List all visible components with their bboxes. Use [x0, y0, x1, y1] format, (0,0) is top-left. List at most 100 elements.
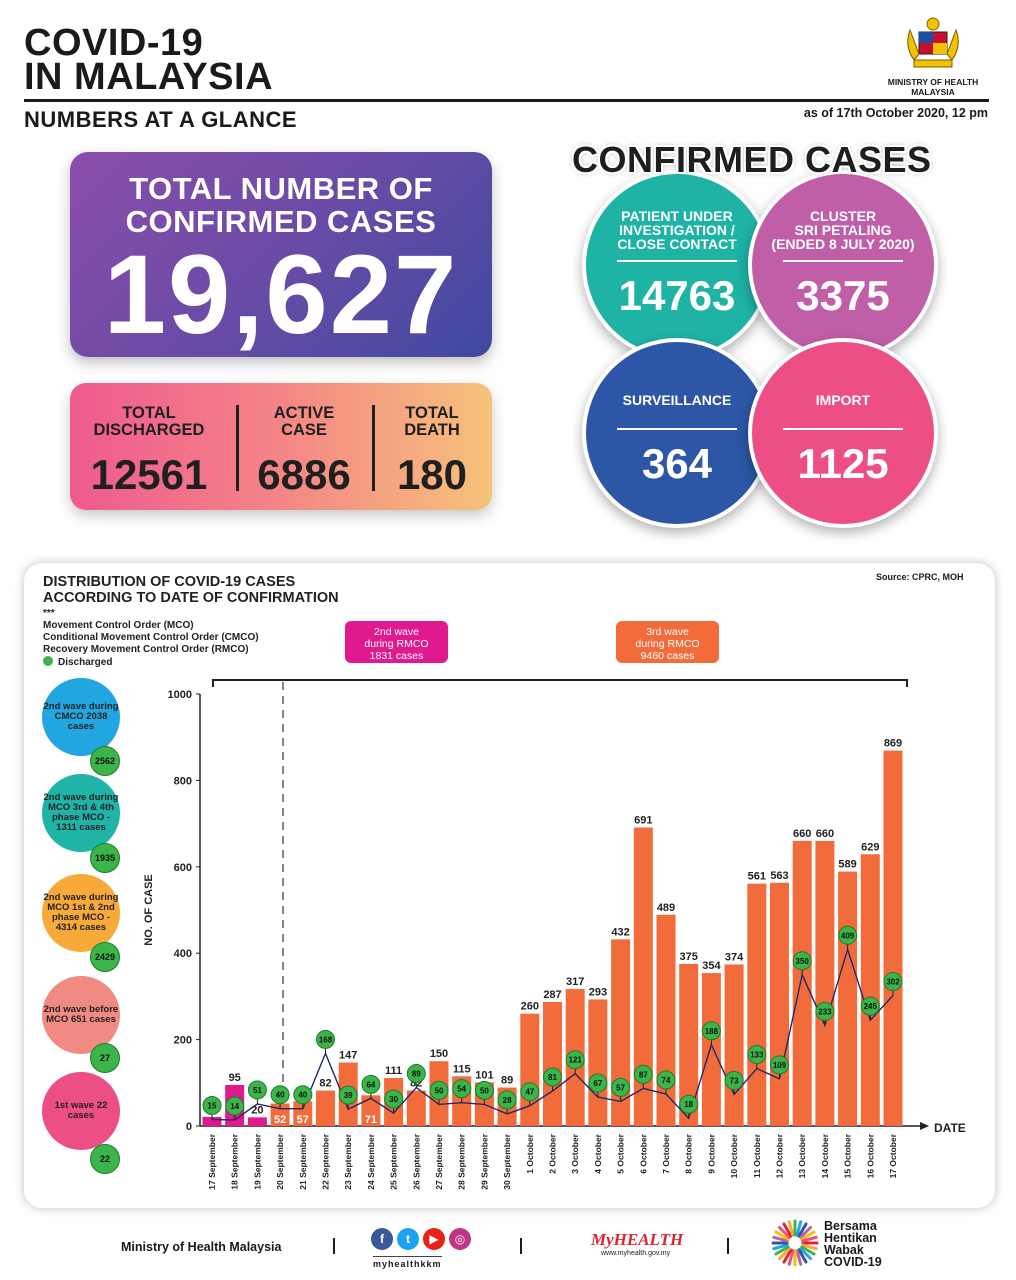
side-wave-circle: 2nd wave before MCO 651 cases: [42, 976, 120, 1054]
footer-divider: [727, 1238, 729, 1254]
facebook-icon[interactable]: f: [371, 1228, 393, 1250]
legend-stars: ***: [43, 608, 55, 619]
wave3-rmco-line-1: 3rd wave: [646, 626, 689, 638]
surveillance-circle: SURVEILLANCE 364: [582, 338, 772, 528]
bersama-line-3: Wabak: [824, 1243, 864, 1257]
footer-divider: [333, 1238, 335, 1254]
surveillance-value: 364: [641, 440, 713, 487]
instagram-icon[interactable]: ◎: [449, 1228, 471, 1250]
burst-ray: [800, 1230, 816, 1241]
bersama-line-2: Hentikan: [824, 1231, 877, 1245]
active-stat: ACTIVE CASE 6886: [240, 405, 368, 497]
burst-ray: [800, 1245, 816, 1256]
active-label: ACTIVE CASE: [240, 405, 368, 439]
chart-title-line-1: DISTRIBUTION OF COVID-19 CASES: [43, 574, 296, 590]
import-label: IMPORT: [815, 392, 871, 408]
title-line-2: IN MALAYSIA: [24, 56, 274, 98]
cluster-label-line-3: (ENDED 8 JULY 2020): [771, 236, 915, 252]
burst-ray: [782, 1222, 793, 1238]
import-rule: [783, 428, 903, 430]
total-label-line-1: TOTAL NUMBER OF: [129, 171, 433, 206]
chart-title: DISTRIBUTION OF COVID-19 CASES ACCORDING…: [43, 574, 339, 606]
wave3-rmco-line-3: 9460 cases: [640, 650, 695, 662]
legend-discharged: Discharged: [58, 657, 113, 668]
legend-rmco: Recovery Movement Control Order (RMCO): [43, 644, 249, 655]
wave2-rmco-box: 2nd wave during RMCO 1831 cases: [345, 621, 448, 663]
wave2-rmco-line-3: 1831 cases: [369, 650, 424, 662]
active-label-line-2: CASE: [281, 421, 327, 439]
burst-ray: [797, 1248, 808, 1264]
discharged-dot-icon: [43, 656, 53, 666]
outcome-stats-card: TOTAL DISCHARGED 12561 ACTIVE CASE 6886 …: [70, 383, 492, 510]
bersama-burst-icon: [771, 1219, 819, 1267]
confirmed-cases-title: CONFIRMED CASES: [572, 139, 932, 180]
discharged-label: TOTAL DISCHARGED: [84, 405, 214, 439]
burst-ray: [772, 1243, 789, 1251]
chart-legend: *** Movement Control Order (MCO) Conditi…: [43, 608, 259, 669]
pui-label-line-1: PATIENT UNDER: [621, 208, 733, 224]
side-wave-discharged-badge: 27: [90, 1043, 120, 1073]
burst-ray: [799, 1225, 813, 1239]
myhealth-name: MyHEALTH: [591, 1230, 684, 1249]
burst-ray: [795, 1220, 803, 1237]
burst-ray: [777, 1247, 791, 1261]
burst-ray: [801, 1235, 818, 1243]
burst-ray: [772, 1235, 789, 1243]
discharged-stat: TOTAL DISCHARGED 12561: [84, 405, 214, 497]
death-label-line-1: TOTAL: [405, 404, 459, 422]
header-divider: [24, 99, 989, 102]
side-wave-circle: 1st wave 22 cases: [42, 1072, 120, 1150]
legend-discharged-item: Discharged: [43, 656, 259, 669]
ministry-name-line-2: MALAYSIA: [911, 87, 955, 97]
side-wave-discharged-badge: 2562: [90, 746, 120, 776]
youtube-icon[interactable]: ▶: [423, 1228, 445, 1250]
stats-divider: [236, 405, 239, 491]
death-label: TOTAL DEATH: [376, 405, 488, 439]
burst-ray: [801, 1243, 818, 1251]
as-of-timestamp: as of 17th October 2020, 12 pm: [803, 106, 988, 120]
pui-label-line-2: INVESTIGATION /: [619, 222, 735, 238]
discharged-value: 12561: [90, 451, 208, 498]
death-label-line-2: DEATH: [404, 421, 460, 439]
title-line-1: COVID-19: [24, 22, 204, 64]
pui-close-contact-circle: PATIENT UNDER INVESTIGATION / CLOSE CONT…: [582, 170, 772, 360]
myhealth-url: www.myhealth.gov.my: [601, 1250, 671, 1257]
active-label-line-1: ACTIVE: [273, 404, 335, 422]
burst-ray: [787, 1249, 795, 1266]
cluster-sri-petaling-circle: CLUSTER SRI PETALING (ENDED 8 JULY 2020)…: [748, 170, 938, 360]
pui-value: 14763: [618, 272, 736, 319]
twitter-icon[interactable]: t: [397, 1228, 419, 1250]
burst-ray: [797, 1222, 808, 1238]
side-wave-discharged-badge: 2429: [90, 942, 120, 972]
wave2-rmco-line-1: 2nd wave: [374, 626, 419, 638]
ministry-name-line-1: MINISTRY OF HEALTH: [887, 77, 979, 87]
surveillance-label: SURVEILLANCE: [622, 392, 732, 408]
side-wave-circle: 2nd wave during MCO 3rd & 4th phase MCO …: [42, 774, 120, 852]
chart-title-line-2: ACCORDING TO DATE OF CONFIRMATION: [43, 590, 339, 606]
myhealth-logo: MyHEALTH www.myhealth.gov.my: [573, 1230, 683, 1257]
import-circle: IMPORT 1125: [748, 338, 938, 528]
legend-cmco: Conditional Movement Control Order (CMCO…: [43, 632, 259, 643]
total-confirmed-label: TOTAL NUMBER OF CONFIRMED CASES: [70, 172, 492, 238]
burst-ray: [799, 1247, 813, 1261]
bersama-slogan: Bersama Hentikan Wabak COVID-19: [824, 1219, 882, 1269]
page-title: COVID-19 IN MALAYSIA: [24, 22, 274, 98]
burst-ray: [795, 1249, 803, 1266]
footer-ministry: Ministry of Health Malaysia: [121, 1240, 282, 1254]
pui-rule: [617, 260, 737, 262]
side-wave-circle: 2nd wave during CMCO 2038 cases: [42, 678, 120, 756]
wave3-rmco-box: 3rd wave during RMCO 9460 cases: [616, 621, 719, 663]
cluster-value: 3375: [796, 272, 890, 319]
discharged-label-line-1: TOTAL: [122, 404, 176, 422]
burst-ray: [774, 1245, 790, 1256]
side-wave-circle: 2nd wave during MCO 1st & 2nd phase MCO …: [42, 874, 120, 952]
page-subtitle: NUMBERS AT A GLANCE: [24, 107, 298, 132]
bersama-line-4: COVID-19: [824, 1255, 882, 1269]
burst-ray: [777, 1225, 791, 1239]
stats-divider: [372, 405, 375, 491]
bersama-line-1: Bersama: [824, 1219, 877, 1233]
surveillance-rule: [617, 428, 737, 430]
cluster-label-line-1: CLUSTER: [809, 208, 877, 224]
coat-of-arms-icon: [907, 17, 959, 68]
cluster-label-line-2: SRI PETALING: [794, 222, 892, 238]
